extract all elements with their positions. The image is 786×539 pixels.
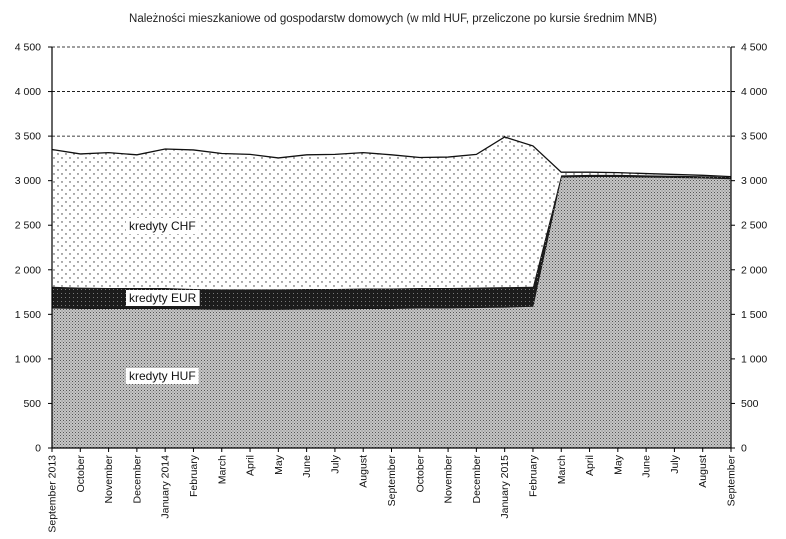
x-tick-label: July xyxy=(669,454,681,473)
x-tick-label: December xyxy=(131,454,143,503)
x-tick-label: September xyxy=(726,455,738,507)
y-tick-label-right: 4 500 xyxy=(741,42,767,54)
x-tick-label: January 2015 xyxy=(499,455,511,519)
label-kredyty-eur-box xyxy=(126,290,200,306)
y-tick-label-right: 4 000 xyxy=(741,86,767,98)
x-tick-label: March xyxy=(556,455,568,484)
y-tick-label-right: 500 xyxy=(741,398,759,410)
x-tick-label: April xyxy=(584,455,596,476)
y-tick-label-left: 2 000 xyxy=(15,264,41,276)
area-kredyty-huf xyxy=(52,176,731,448)
y-tick-label-left: 1 000 xyxy=(15,353,41,365)
x-tick-label: May xyxy=(612,454,624,475)
x-tick-label: January 2014 xyxy=(160,455,172,519)
y-tick-label-left: 3 500 xyxy=(15,131,41,143)
x-tick-label: February xyxy=(527,454,539,497)
x-tick-label: July xyxy=(329,454,341,473)
y-tick-label-left: 500 xyxy=(23,398,41,410)
label-kredyty-huf-box xyxy=(126,368,199,384)
x-tick-label: November xyxy=(443,454,455,503)
x-tick-label: October xyxy=(414,455,426,493)
label-kredyty-chf: kredyty CHF xyxy=(129,219,196,233)
y-tick-label-right: 0 xyxy=(741,443,747,455)
y-tick-label-right: 3 000 xyxy=(741,175,767,187)
y-tick-label-left: 4 500 xyxy=(15,42,41,54)
x-tick-label: September 2013 xyxy=(47,455,59,533)
x-tick-label: June xyxy=(641,455,653,478)
y-tick-label-right: 2 500 xyxy=(741,220,767,232)
x-tick-label: August xyxy=(358,455,370,488)
series-line-kredyty-chf xyxy=(51,136,732,178)
x-tick-label: August xyxy=(697,455,709,488)
area-kredyty-eur xyxy=(52,174,731,310)
label-kredyty-huf: kredyty HUF xyxy=(129,369,196,383)
y-tick-label-right: 2 000 xyxy=(741,264,767,276)
y-tick-label-left: 1 500 xyxy=(15,309,41,321)
y-tick-label-left: 3 000 xyxy=(15,175,41,187)
x-tick-label: February xyxy=(188,454,200,497)
y-tick-label-left: 4 000 xyxy=(15,86,41,98)
x-tick-label: December xyxy=(471,454,483,503)
label-kredyty-chf-box xyxy=(126,218,199,234)
x-tick-label: October xyxy=(75,455,87,493)
y-tick-label-right: 3 500 xyxy=(741,131,767,143)
x-tick-label: June xyxy=(301,455,313,478)
y-tick-label-right: 1 000 xyxy=(741,353,767,365)
y-tick-label-left: 2 500 xyxy=(15,220,41,232)
x-tick-label: November xyxy=(103,454,115,503)
chart-title: Należności mieszkaniowe od gospodarstw d… xyxy=(129,13,657,25)
y-tick-label-left: 0 xyxy=(35,443,41,455)
x-tick-label: April xyxy=(245,455,257,476)
x-tick-label: May xyxy=(273,454,285,475)
x-tick-label: March xyxy=(216,455,228,484)
x-tick-label: September xyxy=(386,455,398,507)
y-tick-label-right: 1 500 xyxy=(741,309,767,321)
label-kredyty-eur: kredyty EUR xyxy=(129,291,197,305)
area-kredyty-chf xyxy=(52,137,731,290)
